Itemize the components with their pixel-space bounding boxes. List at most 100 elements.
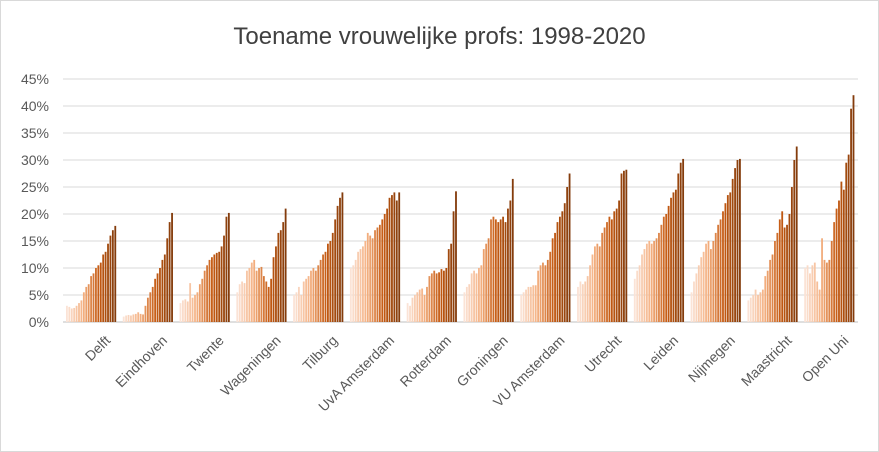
bar	[847, 154, 850, 322]
bar	[334, 219, 337, 322]
bar	[544, 265, 547, 322]
x-tick-label: Leiden	[640, 332, 681, 373]
bar	[734, 168, 736, 322]
bar	[778, 219, 781, 322]
bar	[497, 222, 500, 322]
bar	[295, 292, 298, 322]
bar	[504, 222, 507, 322]
bar	[731, 178, 734, 322]
bar	[806, 265, 809, 322]
y-tick-label: 25%	[21, 179, 49, 195]
bar	[127, 314, 130, 322]
bar	[166, 238, 169, 322]
bar	[393, 192, 396, 322]
bar	[610, 219, 613, 322]
bar	[833, 222, 836, 322]
bar	[423, 295, 426, 322]
bar	[852, 95, 855, 322]
bar	[354, 259, 357, 322]
x-tick-label: Tilburg	[299, 332, 340, 373]
bar	[336, 205, 339, 322]
bar	[149, 292, 152, 322]
y-tick-label: 15%	[21, 233, 49, 249]
bar	[277, 232, 280, 322]
bar	[840, 181, 843, 322]
bar	[102, 254, 105, 322]
bar	[603, 227, 606, 322]
bar	[352, 265, 355, 322]
bar	[201, 278, 204, 322]
bar	[554, 232, 556, 322]
bar	[577, 286, 579, 322]
bar	[198, 284, 201, 322]
bar	[85, 286, 88, 322]
bar	[568, 173, 571, 322]
x-tick-label: Open Uni	[798, 332, 851, 385]
bar	[227, 212, 230, 322]
bar	[529, 286, 532, 322]
bar	[260, 266, 263, 322]
bar	[381, 219, 384, 322]
bar	[179, 303, 182, 322]
bar	[502, 216, 505, 322]
bar	[566, 187, 569, 322]
bar	[171, 212, 173, 322]
bar	[821, 238, 823, 322]
bar	[411, 297, 414, 322]
bar	[813, 262, 816, 322]
bar	[771, 254, 774, 322]
bar	[739, 158, 741, 322]
bar	[700, 257, 703, 322]
bar	[206, 265, 208, 322]
bar	[601, 232, 604, 322]
bar	[818, 289, 821, 322]
bar	[438, 272, 440, 322]
bar	[816, 281, 819, 322]
bar	[255, 270, 258, 322]
x-tick-label: Nijmegen	[685, 332, 738, 385]
bar	[97, 265, 100, 322]
bar	[546, 259, 549, 322]
bar	[620, 173, 623, 322]
bar	[650, 243, 653, 322]
bar	[307, 276, 310, 322]
bar	[139, 313, 142, 322]
bar	[109, 235, 112, 322]
bar	[189, 283, 192, 322]
bar	[845, 162, 848, 322]
bar	[282, 222, 285, 322]
bar	[638, 265, 641, 322]
bar	[473, 270, 475, 322]
bar	[447, 249, 450, 322]
bar	[480, 265, 483, 322]
bar	[591, 254, 594, 322]
bar	[702, 251, 705, 322]
bar	[709, 249, 712, 322]
x-tick-label: Eindhoven	[112, 332, 170, 390]
bar	[838, 200, 840, 322]
bar	[532, 285, 535, 322]
bar	[643, 249, 646, 322]
bar	[243, 283, 246, 322]
bar	[522, 292, 525, 322]
bar	[99, 262, 102, 322]
bar	[186, 301, 189, 322]
bar	[450, 243, 453, 322]
bar	[253, 259, 256, 322]
bar	[653, 241, 656, 322]
bar	[272, 257, 275, 322]
bar	[87, 284, 90, 322]
bar	[558, 216, 561, 322]
bar	[208, 259, 211, 322]
bar	[433, 270, 436, 322]
bar	[168, 222, 171, 322]
bar	[279, 230, 282, 322]
bars	[66, 95, 855, 322]
bar	[75, 305, 78, 322]
bar	[421, 288, 424, 322]
bar	[329, 241, 332, 322]
bar	[475, 273, 478, 322]
bar	[125, 315, 128, 322]
